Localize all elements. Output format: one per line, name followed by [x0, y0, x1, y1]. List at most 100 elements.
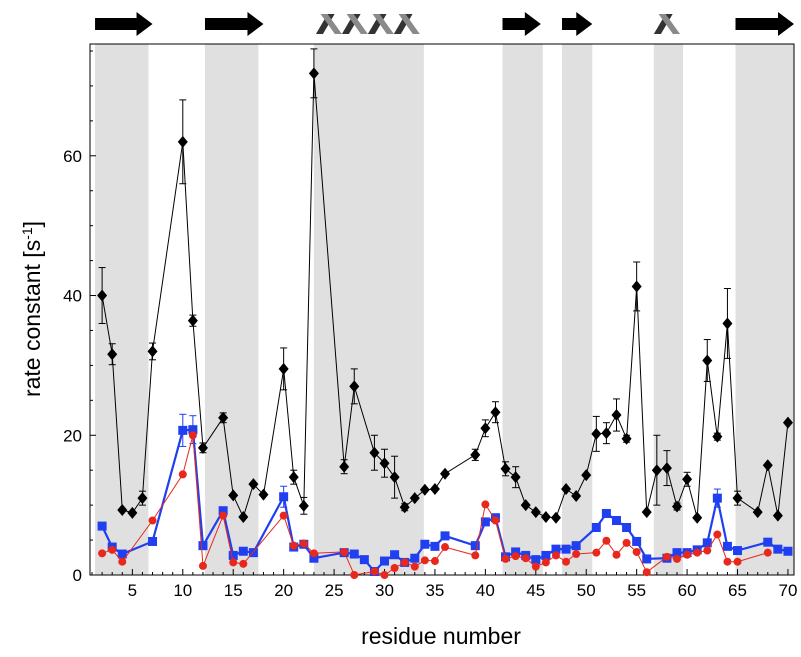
data-point — [511, 547, 521, 557]
data-point — [440, 531, 450, 541]
data-point — [248, 548, 258, 558]
data-point — [420, 539, 430, 549]
data-point — [349, 380, 360, 393]
data-point — [581, 469, 592, 482]
data-point — [108, 545, 117, 554]
data-point — [531, 555, 541, 565]
data-point — [198, 561, 207, 570]
alpha-helix-glyph — [653, 14, 681, 34]
data-point — [471, 551, 480, 560]
y-tick-label: 0 — [73, 566, 82, 585]
data-point — [682, 473, 693, 486]
data-point — [279, 492, 289, 502]
data-point — [389, 471, 400, 484]
data-point — [299, 539, 308, 548]
data-point — [521, 554, 530, 563]
data-point — [118, 557, 127, 566]
x-tick-label: 35 — [425, 581, 444, 600]
data-point — [239, 559, 248, 568]
data-point — [631, 280, 642, 293]
data-point — [440, 467, 451, 480]
x-tick-label: 65 — [728, 581, 747, 600]
y-axis-title-unit-superscript: -1 — [19, 227, 35, 240]
data-point — [187, 314, 198, 327]
data-point — [278, 362, 289, 375]
y-tick-label: 20 — [63, 426, 82, 445]
data-point — [783, 546, 793, 556]
data-point — [642, 568, 651, 577]
data-point — [531, 562, 540, 571]
data-point — [562, 557, 571, 566]
data-point — [298, 499, 309, 512]
x-tick-label: 30 — [375, 581, 394, 600]
series-diamond — [97, 48, 793, 524]
data-point — [481, 500, 490, 509]
data-series — [97, 48, 793, 579]
data-point — [551, 544, 561, 554]
data-point — [591, 427, 602, 440]
data-point — [693, 548, 702, 557]
data-point — [410, 562, 419, 571]
data-point — [520, 499, 531, 512]
data-point — [723, 557, 732, 566]
data-point — [178, 425, 188, 435]
secondary-structure-shading — [95, 44, 794, 575]
data-point — [188, 431, 197, 440]
data-point — [148, 536, 158, 546]
beta-strand-arrow — [735, 12, 794, 36]
data-point — [258, 488, 269, 501]
data-point — [288, 471, 299, 484]
beta-strand-arrow — [562, 12, 593, 36]
data-point — [308, 67, 319, 80]
data-point — [672, 548, 682, 558]
x-tick-label: 55 — [627, 581, 646, 600]
data-point — [602, 536, 611, 545]
data-point — [309, 553, 319, 563]
helix-ribbon-back — [320, 14, 342, 34]
shaded-region — [313, 44, 424, 575]
x-tick-label: 45 — [526, 581, 545, 600]
data-point — [470, 541, 480, 551]
data-point — [420, 556, 429, 565]
axis-ticks: 5 10 15 20 25 30 35 40 45 50 55 60 65 70 0 20 40 60 — [63, 50, 797, 600]
x-tick-label: 20 — [274, 581, 293, 600]
data-point — [611, 409, 622, 422]
data-point — [178, 470, 187, 479]
data-point — [622, 538, 631, 547]
shaded-region — [502, 44, 543, 575]
data-point — [177, 135, 188, 148]
data-point — [218, 506, 228, 516]
data-point — [782, 416, 793, 429]
data-point — [772, 509, 783, 522]
y-axis-title: rate constant [s-1] — [19, 221, 45, 397]
data-point — [340, 547, 349, 556]
data-point — [289, 541, 298, 550]
data-point — [530, 506, 541, 519]
data-point — [592, 548, 601, 557]
data-point — [339, 460, 350, 473]
data-point — [641, 506, 652, 519]
data-point — [410, 553, 420, 563]
data-point — [359, 555, 369, 565]
data-point — [400, 558, 409, 567]
data-point — [642, 554, 652, 564]
y-tick-label: 40 — [63, 287, 82, 306]
data-point — [228, 550, 238, 560]
shaded-region — [735, 44, 794, 575]
data-point — [390, 550, 400, 560]
data-point — [550, 511, 561, 524]
data-point — [137, 492, 148, 505]
data-point — [571, 541, 581, 551]
data-point — [491, 516, 500, 525]
data-point — [621, 432, 632, 445]
data-point — [197, 441, 208, 454]
data-point — [702, 354, 713, 367]
data-point — [218, 411, 229, 424]
data-point — [198, 541, 208, 551]
data-point — [117, 549, 127, 559]
secondary-structure-track — [95, 12, 794, 36]
data-point — [722, 317, 733, 330]
data-point — [763, 548, 772, 557]
x-tick-label: 40 — [476, 581, 495, 600]
data-point — [349, 549, 359, 559]
